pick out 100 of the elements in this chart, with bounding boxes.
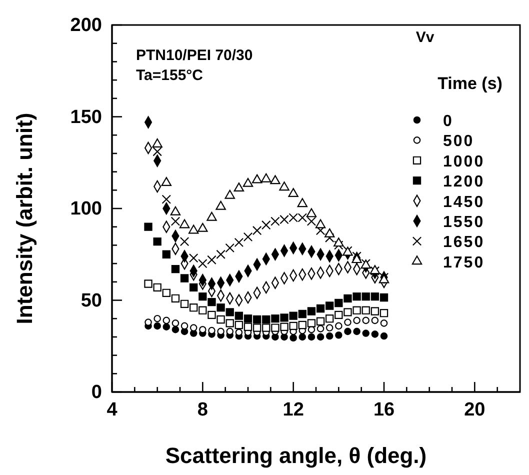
point xyxy=(288,188,298,197)
point xyxy=(252,324,262,332)
point xyxy=(154,322,161,330)
point xyxy=(216,315,225,324)
point xyxy=(252,315,262,324)
point xyxy=(262,220,271,230)
point xyxy=(308,333,316,341)
point xyxy=(316,333,324,341)
point xyxy=(198,306,207,314)
point xyxy=(352,252,362,261)
point xyxy=(172,326,180,334)
y-tick-label: 50 xyxy=(80,290,102,312)
point xyxy=(262,324,270,332)
point xyxy=(208,310,216,320)
x-tick-label: 12 xyxy=(282,399,304,420)
point xyxy=(271,314,280,323)
point xyxy=(235,328,243,336)
point xyxy=(289,312,298,320)
point xyxy=(180,300,189,308)
point xyxy=(335,322,342,330)
point xyxy=(297,198,308,208)
point xyxy=(307,307,316,316)
point xyxy=(216,200,226,210)
point xyxy=(161,176,172,186)
point xyxy=(326,324,334,332)
point xyxy=(324,233,334,242)
point xyxy=(198,292,207,301)
point xyxy=(243,232,253,242)
point xyxy=(170,206,181,216)
point xyxy=(180,322,188,330)
point xyxy=(144,222,152,231)
point xyxy=(226,308,234,316)
point xyxy=(198,222,208,232)
point xyxy=(234,182,244,192)
point xyxy=(199,326,206,334)
point xyxy=(353,328,360,336)
point xyxy=(316,304,325,313)
point xyxy=(371,330,379,338)
point xyxy=(352,292,361,301)
point xyxy=(188,253,198,263)
point xyxy=(326,314,334,323)
point xyxy=(162,194,172,204)
point xyxy=(380,332,388,340)
legend-label: 1550 xyxy=(443,214,485,231)
point xyxy=(344,294,352,302)
point xyxy=(190,304,198,312)
point xyxy=(208,298,216,306)
point xyxy=(344,328,352,336)
point xyxy=(154,314,161,322)
point xyxy=(225,243,234,253)
annotation: Vv xyxy=(416,29,435,46)
legend-title: Time (s) xyxy=(438,74,502,93)
point xyxy=(298,333,306,341)
legend-label: 1450 xyxy=(443,194,485,211)
point xyxy=(172,320,180,327)
point xyxy=(262,315,270,324)
point xyxy=(152,138,162,148)
point xyxy=(162,323,170,330)
point xyxy=(280,322,288,331)
point xyxy=(208,326,216,334)
point xyxy=(171,264,180,274)
point xyxy=(362,330,370,337)
point xyxy=(371,316,379,324)
point xyxy=(188,224,199,234)
point xyxy=(144,280,152,288)
point xyxy=(224,190,235,199)
x-tick-label: 8 xyxy=(197,399,208,420)
point xyxy=(334,310,343,320)
point xyxy=(252,174,262,184)
point xyxy=(307,319,316,328)
point xyxy=(380,320,388,327)
point xyxy=(380,309,388,318)
point xyxy=(316,317,325,326)
point xyxy=(162,250,170,258)
point xyxy=(216,250,226,259)
point xyxy=(316,325,324,332)
legend-label: 500 xyxy=(443,133,474,150)
x-tick-label: 16 xyxy=(373,399,395,420)
point xyxy=(298,320,306,330)
point xyxy=(279,182,290,191)
point xyxy=(362,292,370,301)
point xyxy=(198,258,208,268)
point xyxy=(242,178,254,187)
point xyxy=(216,304,225,312)
point xyxy=(206,212,217,221)
y-tick-label: 200 xyxy=(70,15,102,36)
y-tick-label: 150 xyxy=(70,106,102,128)
legend-label: 1000 xyxy=(443,153,485,170)
point xyxy=(352,306,361,314)
point xyxy=(207,255,216,265)
annotation: PTN10/PEI 70/30 xyxy=(136,47,253,64)
point xyxy=(334,238,344,247)
point xyxy=(244,322,252,331)
point xyxy=(290,334,297,342)
annotation: Ta=155°C xyxy=(136,67,204,84)
point xyxy=(335,331,342,339)
point xyxy=(344,318,352,326)
point xyxy=(153,237,162,246)
legend-label: 1650 xyxy=(443,234,485,252)
legend-label: 0 xyxy=(443,113,454,130)
